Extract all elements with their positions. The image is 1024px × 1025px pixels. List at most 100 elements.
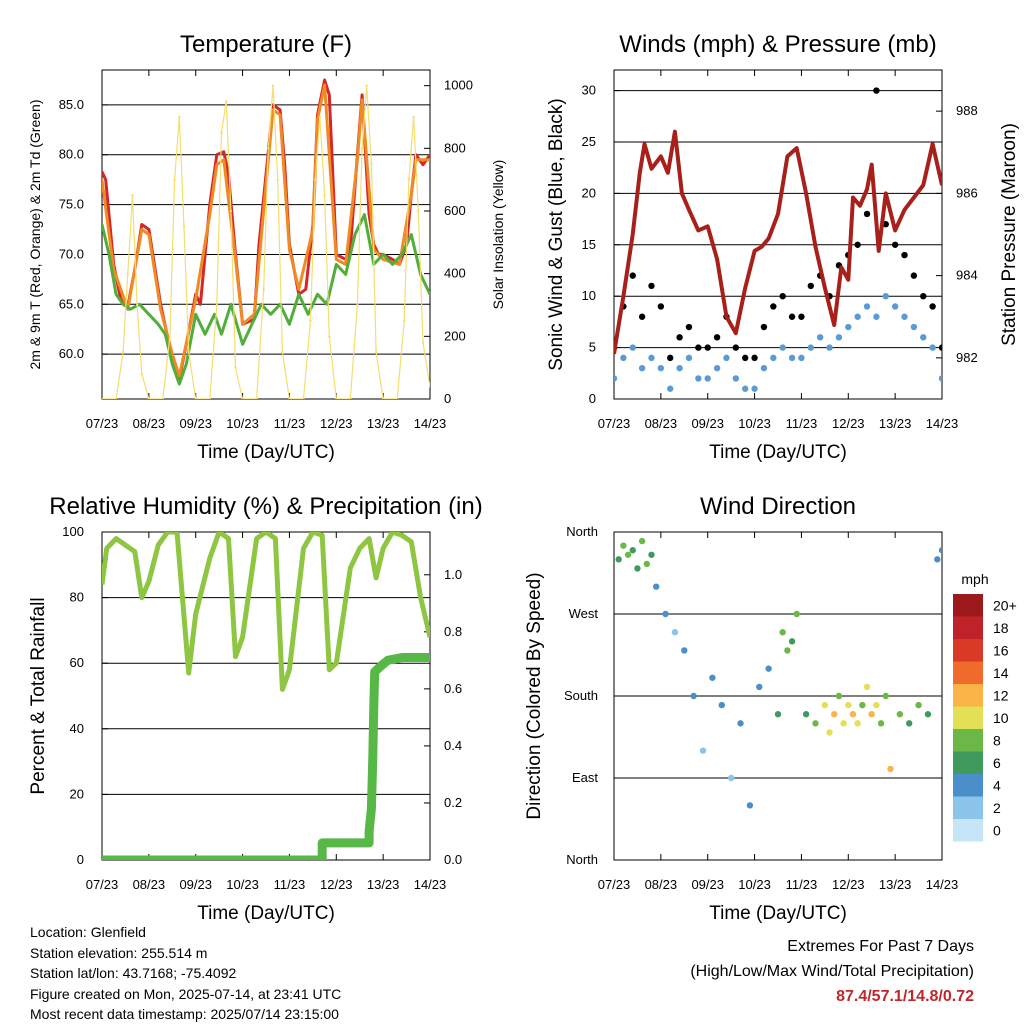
colorbar-label: 4 <box>993 777 1001 793</box>
sonic-wind-point <box>620 355 626 361</box>
2m-td-point <box>204 333 206 335</box>
9m-t-point <box>356 159 358 161</box>
sonic-wind-point <box>639 365 645 371</box>
station-pressure-point <box>660 155 662 157</box>
series-group <box>615 538 945 809</box>
y-tick-label: 80 <box>70 590 84 605</box>
series-group <box>101 79 431 400</box>
y2-tick-label: 1.0 <box>444 567 462 582</box>
direction-point <box>878 720 884 726</box>
direction-point <box>765 665 771 671</box>
solar-insolation-point <box>122 351 124 353</box>
gust-point <box>873 87 879 93</box>
colorbar-swatch <box>953 729 983 752</box>
solar-insolation-point <box>262 288 264 290</box>
sonic-wind-point <box>873 314 879 320</box>
gust-point <box>854 242 860 248</box>
y-tick-label: 40 <box>70 721 84 736</box>
colorbar-swatch <box>953 684 983 707</box>
direction-point <box>873 702 879 708</box>
9m-t-point <box>195 298 197 300</box>
colorbar-swatch <box>953 752 983 775</box>
x-tick-label: 11/23 <box>786 416 818 431</box>
gust-point <box>742 355 748 361</box>
gust-point <box>667 355 673 361</box>
direction-point <box>831 711 837 717</box>
solar-insolation-point <box>361 147 363 149</box>
station-pressure-point <box>716 258 718 260</box>
9m-t-point <box>288 248 290 250</box>
gust-point <box>770 303 776 309</box>
gust-point <box>639 314 645 320</box>
2m-t-point <box>216 154 218 156</box>
direction-point <box>681 647 687 653</box>
station-pressure-point <box>632 233 634 235</box>
y-tick-label: 30 <box>582 83 596 98</box>
gust-point <box>686 324 692 330</box>
solar-insolation-point <box>148 398 150 400</box>
2m-td-point <box>230 303 232 305</box>
gust-point <box>901 252 907 258</box>
sonic-wind-point <box>648 355 654 361</box>
y-tick-label: 60 <box>70 655 84 670</box>
colorbar-label: 10 <box>993 710 1009 726</box>
direction-point <box>803 711 809 717</box>
x-tick-label: 11/23 <box>274 877 306 892</box>
station-pressure-point <box>707 225 709 227</box>
sonic-wind-point <box>892 303 898 309</box>
x-tick-label: 12/23 <box>320 877 353 892</box>
direction-point <box>700 747 706 753</box>
sonic-wind-point <box>667 386 673 392</box>
x-axis-label: Time (Day/UTC) <box>709 903 847 924</box>
station-pressure-point <box>697 229 699 231</box>
x-tick-label: 08/23 <box>133 416 166 431</box>
solar-insolation-point <box>169 335 171 337</box>
sonic-wind-point <box>779 344 785 350</box>
9m-t-point <box>209 213 211 215</box>
y-tick-label: 0 <box>589 391 596 406</box>
station-pressure-point <box>744 287 746 289</box>
y-tick-label: 100 <box>62 524 84 539</box>
2m-t-point <box>429 154 431 156</box>
sonic-wind-point <box>789 355 795 361</box>
station-pressure-point <box>913 196 915 198</box>
location-text: Location: Glenfield <box>30 922 341 943</box>
direction-point <box>634 565 640 571</box>
colorbar-label: 18 <box>993 620 1009 636</box>
y2-tick-label: 800 <box>444 140 466 155</box>
y-tick-label: 0 <box>77 852 84 867</box>
station-pressure-point <box>613 353 615 355</box>
direction-point <box>850 711 856 717</box>
x-tick-label: 11/23 <box>274 416 306 431</box>
2m-td-point <box>115 293 117 295</box>
2m-td-point <box>344 273 346 275</box>
y-axis-label: 2m & 9m T (Red, Orange) & 2m Td (Green) <box>27 100 43 370</box>
station-pressure-point <box>814 246 816 248</box>
9m-t-point <box>241 323 243 325</box>
solar-insolation-point <box>281 351 283 353</box>
sonic-wind-point <box>733 375 739 381</box>
y2-tick-label: 0.2 <box>444 795 462 810</box>
station-pressure-point <box>866 188 868 190</box>
station-pressure-point <box>931 143 933 145</box>
y2-axis-label: Station Pressure (Maroon) <box>999 123 1020 346</box>
sonic-wind-point <box>742 386 748 392</box>
solar-insolation-point <box>417 210 419 212</box>
solar-insolation-point <box>209 398 211 400</box>
station-pressure-point <box>753 250 755 252</box>
gust-point <box>798 314 804 320</box>
colorbar-label: 6 <box>993 755 1001 771</box>
recent-text: Most recent data timestamp: 2025/07/14 2… <box>30 1004 341 1025</box>
9m-t-point <box>429 159 431 161</box>
solar-insolation-point <box>323 194 325 196</box>
station-pressure-point <box>885 192 887 194</box>
2m-td-point <box>354 233 356 235</box>
direction-point <box>883 693 889 699</box>
direction-point <box>854 720 860 726</box>
x-tick-label: 07/23 <box>86 416 119 431</box>
plot-frame <box>614 70 942 399</box>
colorbar-label: 16 <box>993 642 1009 658</box>
x-tick-label: 10/23 <box>738 877 771 892</box>
y-tick-label: North <box>566 852 598 867</box>
y-tick-label: 5 <box>589 340 596 355</box>
